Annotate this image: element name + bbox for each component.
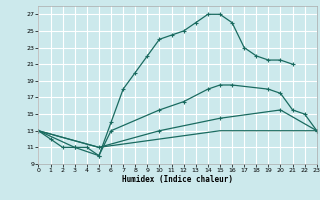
X-axis label: Humidex (Indice chaleur): Humidex (Indice chaleur) bbox=[122, 175, 233, 184]
